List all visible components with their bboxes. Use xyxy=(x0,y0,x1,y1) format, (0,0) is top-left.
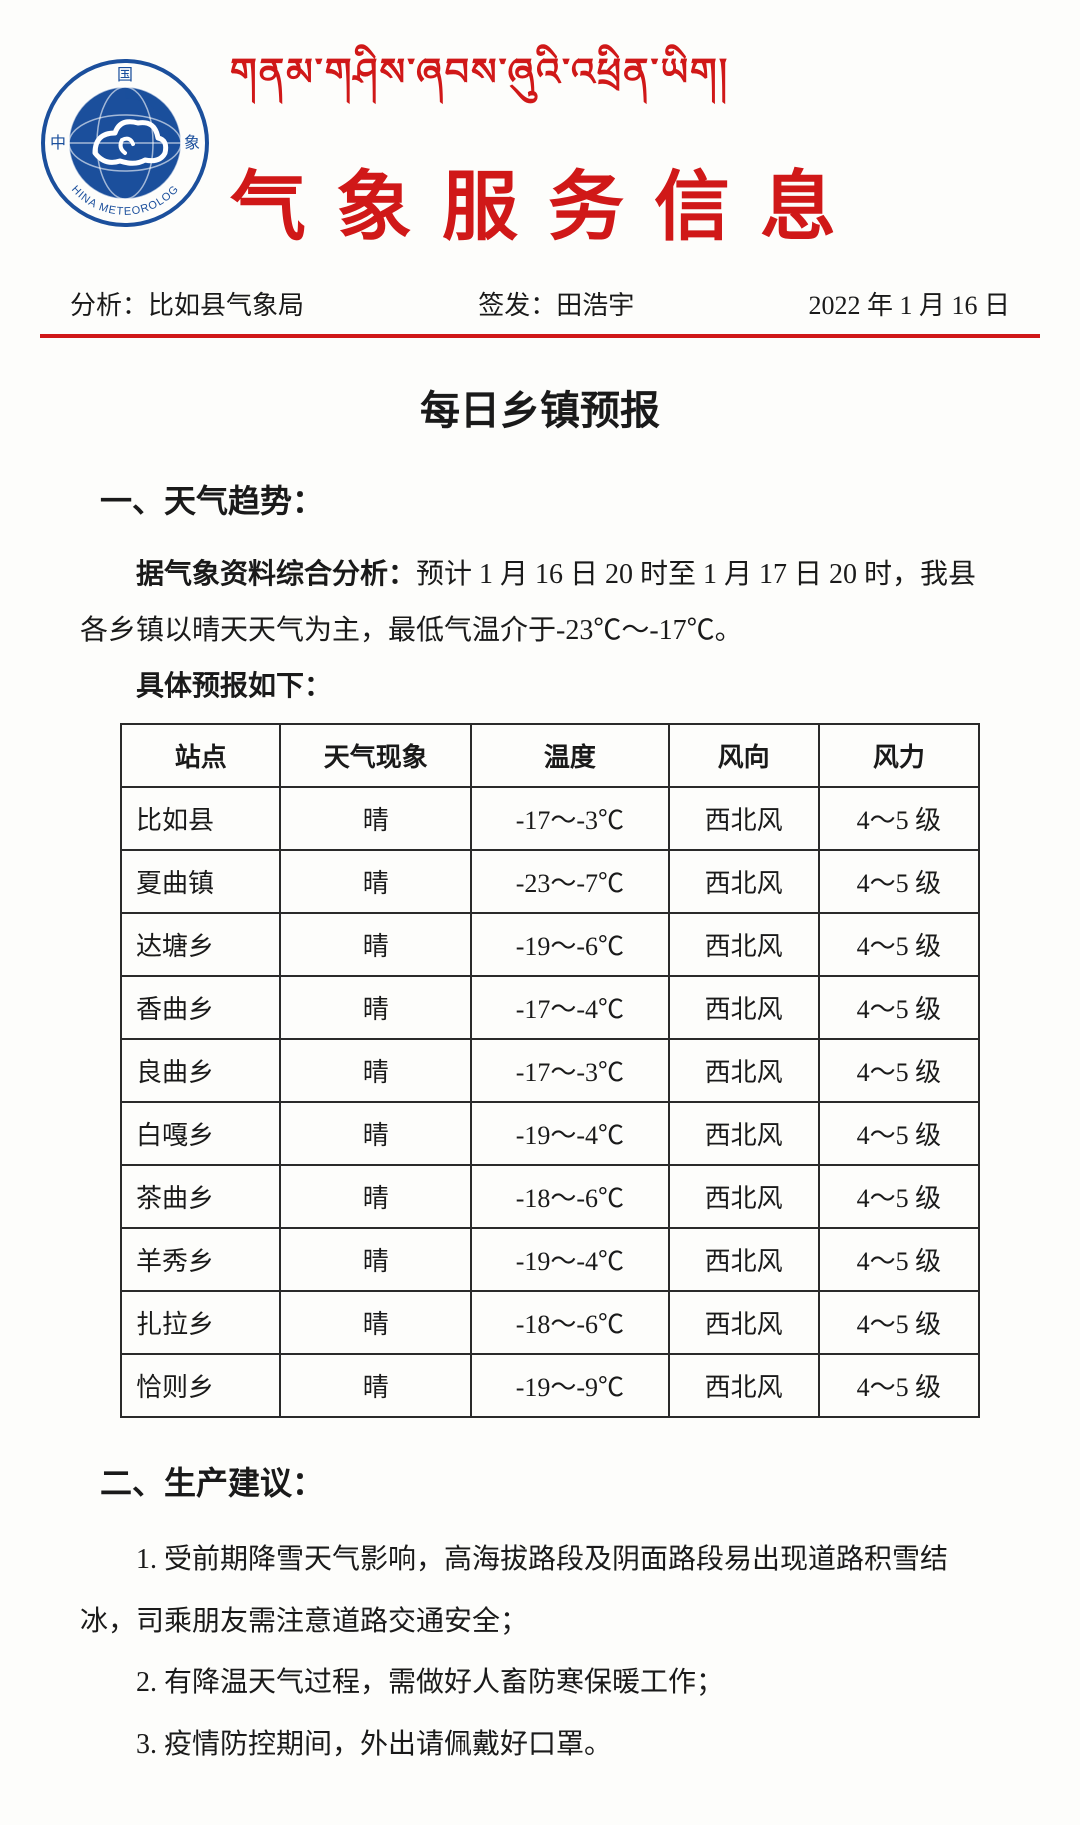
table-cell: 晴 xyxy=(280,1291,471,1354)
table-header-cell: 风力 xyxy=(819,724,979,787)
table-cell: 西北风 xyxy=(669,1291,819,1354)
section1-heading: 一、天气趋势： xyxy=(100,476,1040,522)
table-cell: 晴 xyxy=(280,1102,471,1165)
table-cell: 良曲乡 xyxy=(121,1039,280,1102)
table-cell: 4～5 级 xyxy=(819,976,979,1039)
section2-heading: 二、生产建议： xyxy=(100,1458,1040,1504)
table-cell: -19～-6℃ xyxy=(471,913,668,976)
analysis-label: 分析： xyxy=(70,291,148,320)
table-cell: -23～-7℃ xyxy=(471,850,668,913)
table-cell: -18～-6℃ xyxy=(471,1291,668,1354)
table-cell: 比如县 xyxy=(121,787,280,850)
table-cell: -17～-3℃ xyxy=(471,1039,668,1102)
table-cell: 西北风 xyxy=(669,850,819,913)
advice-list: 1. 受前期降雪天气影响，高海拔路段及阴面路段易出现道路积雪结冰，司乘朋友需注意… xyxy=(40,1529,1040,1775)
table-cell: 4～5 级 xyxy=(819,850,979,913)
cma-logo-icon: 国 中 象 CHINA METEOROLOGY xyxy=(40,58,210,228)
table-cell: 4～5 级 xyxy=(819,1165,979,1228)
table-cell: 西北风 xyxy=(669,976,819,1039)
table-row: 恰则乡晴-19～-9℃西北风4～5 级 xyxy=(121,1354,979,1417)
table-cell: 晴 xyxy=(280,913,471,976)
table-cell: 晴 xyxy=(280,1228,471,1291)
table-cell: 晴 xyxy=(280,976,471,1039)
title-block: གནམ་གཤིས་ཞབས་ཞུའི་འཕྲིན་ཡིག། 气象服务信息 xyxy=(230,30,1040,255)
meta-line: 分析：比如县气象局 签发：田浩宇 2022 年 1 月 16 日 xyxy=(40,285,1040,338)
table-cell: 晴 xyxy=(280,1354,471,1417)
table-cell: -19～-4℃ xyxy=(471,1102,668,1165)
table-cell: 西北风 xyxy=(669,1228,819,1291)
table-cell: 4～5 级 xyxy=(819,787,979,850)
table-cell: 4～5 级 xyxy=(819,1102,979,1165)
sign-label: 签发： xyxy=(478,291,556,320)
table-cell: 晴 xyxy=(280,1039,471,1102)
table-cell: 西北风 xyxy=(669,1102,819,1165)
forecast-table-head: 站点天气现象温度风向风力 xyxy=(121,724,979,787)
table-cell: 晴 xyxy=(280,850,471,913)
table-cell: 白嘎乡 xyxy=(121,1102,280,1165)
table-header-cell: 风向 xyxy=(669,724,819,787)
svg-text:象: 象 xyxy=(184,134,200,152)
table-cell: 扎拉乡 xyxy=(121,1291,280,1354)
tibetan-title: གནམ་གཤིས་ཞབས་ཞུའི་འཕྲིན་ཡིག། xyxy=(230,30,1040,137)
table-cell: 4～5 级 xyxy=(819,913,979,976)
table-cell: 西北风 xyxy=(669,1165,819,1228)
forecast-table-body: 比如县晴-17～-3℃西北风4～5 级夏曲镇晴-23～-7℃西北风4～5 级达塘… xyxy=(121,787,979,1417)
table-cell: 香曲乡 xyxy=(121,976,280,1039)
table-header-cell: 天气现象 xyxy=(280,724,471,787)
table-cell: -18～-6℃ xyxy=(471,1165,668,1228)
advice-item: 2. 有降温天气过程，需做好人畜防寒保暖工作； xyxy=(40,1652,1040,1714)
table-cell: 羊秀乡 xyxy=(121,1228,280,1291)
table-cell: 西北风 xyxy=(669,1039,819,1102)
table-cell: -17～-4℃ xyxy=(471,976,668,1039)
document-header: 国 中 象 CHINA METEOROLOGY གནམ་གཤིས་ཞབས་ཞུའ… xyxy=(40,30,1040,255)
table-cell: -19～-9℃ xyxy=(471,1354,668,1417)
advice-item: 1. 受前期降雪天气影响，高海拔路段及阴面路段易出现道路积雪结冰，司乘朋友需注意… xyxy=(40,1529,1040,1652)
forecast-table: 站点天气现象温度风向风力 比如县晴-17～-3℃西北风4～5 级夏曲镇晴-23～… xyxy=(120,723,980,1418)
analysis-field: 分析：比如县气象局 xyxy=(70,285,304,322)
table-header-cell: 温度 xyxy=(471,724,668,787)
table-cell: 4～5 级 xyxy=(819,1291,979,1354)
table-cell: -19～-4℃ xyxy=(471,1228,668,1291)
trend-paragraph: 据气象资料综合分析：预计 1 月 16 日 20 时至 1 月 17 日 20 … xyxy=(40,547,1040,659)
table-cell: 恰则乡 xyxy=(121,1354,280,1417)
table-cell: 晴 xyxy=(280,1165,471,1228)
table-row: 扎拉乡晴-18～-6℃西北风4～5 级 xyxy=(121,1291,979,1354)
table-cell: 西北风 xyxy=(669,787,819,850)
svg-text:国: 国 xyxy=(117,67,133,84)
table-cell: 夏曲镇 xyxy=(121,850,280,913)
table-row: 茶曲乡晴-18～-6℃西北风4～5 级 xyxy=(121,1165,979,1228)
report-title: 每日乡镇预报 xyxy=(40,378,1040,436)
sign-field: 签发：田浩宇 xyxy=(478,285,634,322)
table-row: 夏曲镇晴-23～-7℃西北风4～5 级 xyxy=(121,850,979,913)
table-cell: 4～5 级 xyxy=(819,1354,979,1417)
table-cell: 4～5 级 xyxy=(819,1039,979,1102)
table-cell: -17～-3℃ xyxy=(471,787,668,850)
table-cell: 晴 xyxy=(280,787,471,850)
table-cell: 西北风 xyxy=(669,1354,819,1417)
sign-value: 田浩宇 xyxy=(556,291,634,320)
analysis-value: 比如县气象局 xyxy=(148,291,304,320)
table-cell: 西北风 xyxy=(669,913,819,976)
table-row: 香曲乡晴-17～-4℃西北风4～5 级 xyxy=(121,976,979,1039)
table-cell: 茶曲乡 xyxy=(121,1165,280,1228)
table-cell: 4～5 级 xyxy=(819,1228,979,1291)
date-field: 2022 年 1 月 16 日 xyxy=(808,285,1010,322)
table-row: 比如县晴-17～-3℃西北风4～5 级 xyxy=(121,787,979,850)
table-cell: 达塘乡 xyxy=(121,913,280,976)
svg-text:中: 中 xyxy=(50,134,66,152)
chinese-title: 气象服务信息 xyxy=(230,145,1040,255)
trend-lead: 据气象资料综合分析： xyxy=(136,559,416,590)
table-intro: 具体预报如下： xyxy=(40,659,1040,715)
table-header-row: 站点天气现象温度风向风力 xyxy=(121,724,979,787)
table-header-cell: 站点 xyxy=(121,724,280,787)
table-row: 良曲乡晴-17～-3℃西北风4～5 级 xyxy=(121,1039,979,1102)
table-row: 羊秀乡晴-19～-4℃西北风4～5 级 xyxy=(121,1228,979,1291)
advice-item: 3. 疫情防控期间，外出请佩戴好口罩。 xyxy=(40,1714,1040,1776)
table-row: 达塘乡晴-19～-6℃西北风4～5 级 xyxy=(121,913,979,976)
table-row: 白嘎乡晴-19～-4℃西北风4～5 级 xyxy=(121,1102,979,1165)
